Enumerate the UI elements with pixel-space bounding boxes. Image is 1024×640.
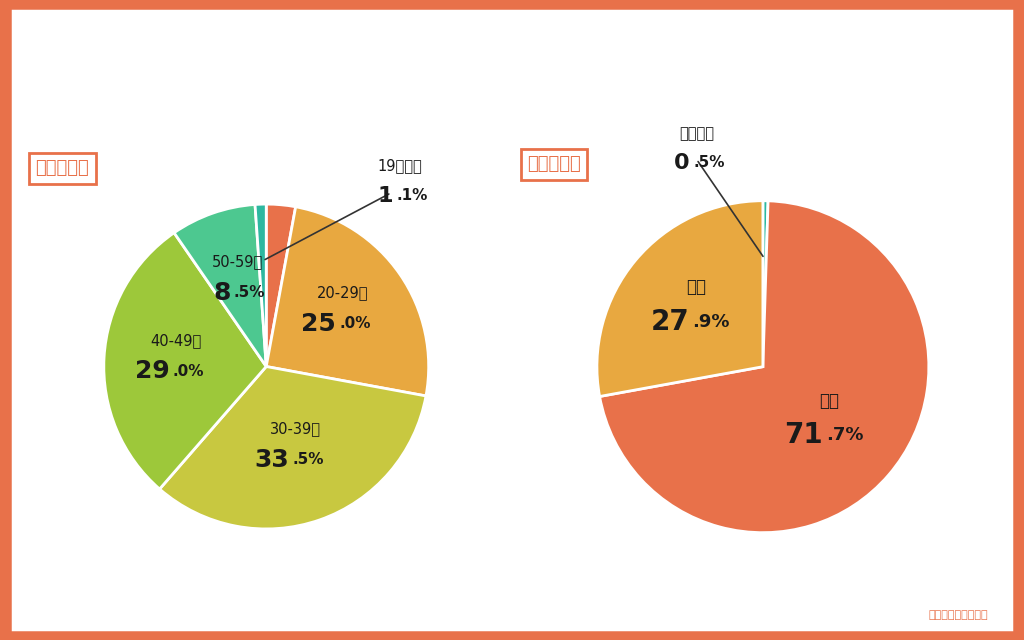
Text: 30-39歳: 30-39歳 (270, 422, 321, 436)
Text: 年齢別比率: 年齢別比率 (36, 159, 89, 177)
Text: 71: 71 (784, 421, 822, 449)
Wedge shape (255, 204, 266, 367)
Wedge shape (763, 201, 768, 367)
Wedge shape (597, 201, 763, 397)
Text: 0: 0 (674, 152, 690, 173)
Text: 男女別比率: 男女別比率 (527, 156, 581, 173)
Text: 40-49歳: 40-49歳 (151, 333, 202, 348)
Wedge shape (600, 201, 929, 532)
Wedge shape (160, 367, 426, 529)
Wedge shape (103, 233, 266, 489)
Text: .0%: .0% (339, 316, 371, 332)
Text: .1%: .1% (396, 188, 428, 204)
Text: 33: 33 (254, 448, 289, 472)
Text: 50-59歳: 50-59歳 (211, 254, 262, 269)
Text: .0%: .0% (172, 364, 204, 379)
Text: 19歳以下: 19歳以下 (377, 158, 422, 173)
Text: .9%: .9% (692, 314, 730, 332)
Text: 27: 27 (650, 308, 689, 336)
Text: .5%: .5% (233, 285, 265, 300)
Text: アンケート回答者の詳細データ: アンケート回答者の詳細データ (313, 24, 711, 69)
Text: .5%: .5% (693, 155, 725, 170)
Text: .7%: .7% (825, 426, 863, 444)
Wedge shape (266, 204, 296, 367)
Text: .5%: .5% (292, 452, 324, 467)
Text: 8: 8 (213, 280, 230, 305)
Text: 1: 1 (378, 186, 393, 206)
Text: 女性: 女性 (686, 278, 706, 296)
Wedge shape (174, 205, 266, 367)
Text: 男性: 男性 (819, 392, 839, 410)
Text: 答えない: 答えない (679, 126, 714, 141)
Text: 29: 29 (134, 359, 169, 383)
Text: 20-29歳: 20-29歳 (316, 285, 369, 300)
Text: おいしいデリバリー: おいしいデリバリー (929, 609, 988, 620)
Text: 25: 25 (301, 312, 336, 336)
Wedge shape (266, 207, 429, 396)
